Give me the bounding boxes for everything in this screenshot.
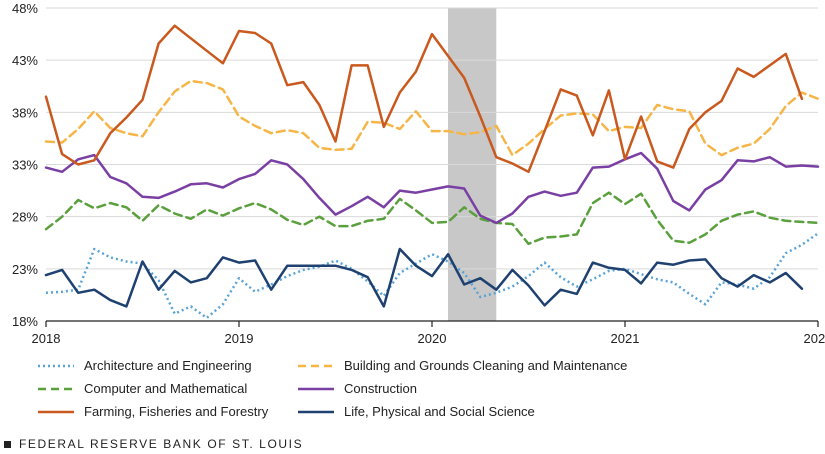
x-tick-label: 2020 (418, 331, 447, 346)
x-tick-label: 2021 (611, 331, 640, 346)
legend-label: Construction (344, 381, 417, 396)
legend-swatch (298, 364, 334, 367)
legend-label: Building and Grounds Cleaning and Mainte… (344, 358, 628, 373)
legend-swatch (38, 364, 74, 367)
y-tick-label: 38% (12, 105, 38, 120)
legend-swatch (38, 410, 74, 413)
legend-swatch (38, 387, 74, 390)
y-tick-label: 48% (12, 1, 38, 16)
legend-swatch (298, 410, 334, 413)
legend-label: Life, Physical and Social Science (344, 404, 535, 419)
y-tick-label: 28% (12, 210, 38, 225)
legend-item-architecture: Architecture and Engineering (38, 358, 252, 373)
y-tick-label: 18% (12, 314, 38, 329)
legend-item-construction: Construction (298, 381, 417, 396)
x-tick-label: 2018 (32, 331, 61, 346)
y-tick-label: 43% (12, 53, 38, 68)
series-lines (44, 24, 820, 320)
series-line-construction (44, 151, 820, 225)
y-tick-labels: 18% 23% 28% 33% 38% 43% 48% (12, 1, 38, 329)
legend-item-life-science: Life, Physical and Social Science (298, 404, 535, 419)
x-tick-labels: 2018 2019 2020 2021 2022 (32, 331, 825, 346)
x-tick-label: 2022 (804, 331, 825, 346)
legend-label: Architecture and Engineering (84, 358, 252, 373)
y-tick-label: 23% (12, 262, 38, 277)
source-footer: FEDERAL RESERVE BANK OF ST. LOUIS (4, 437, 303, 451)
y-tick-label: 33% (12, 158, 38, 173)
legend-label: Computer and Mathematical (84, 381, 248, 396)
x-axis (45, 320, 819, 327)
line-chart: 18%23%28%33%38%43%48% 2018 2019 2020 2021 20… (12, 1, 825, 346)
legend-label: Farming, Fisheries and Forestry (84, 404, 269, 419)
gridlines (46, 7, 818, 270)
series-line-farming-fisheries-and-forestry (44, 24, 804, 174)
x-tick-label: 2019 (225, 331, 254, 346)
series-line-life-physical-and-social-science (44, 247, 804, 308)
footer-source-text: FEDERAL RESERVE BANK OF ST. LOUIS (19, 437, 304, 451)
legend-swatch (298, 387, 334, 390)
footer-square-icon (4, 440, 11, 448)
legend-item-computer: Computer and Mathematical (38, 381, 247, 396)
series-line-computer-and-mathematical (44, 191, 820, 246)
series-line-building-and-grounds-cleaning-and-maintenance (44, 79, 820, 157)
legend-item-farming: Farming, Fisheries and Forestry (38, 404, 268, 419)
legend-item-building: Building and Grounds Cleaning and Mainte… (298, 358, 627, 373)
